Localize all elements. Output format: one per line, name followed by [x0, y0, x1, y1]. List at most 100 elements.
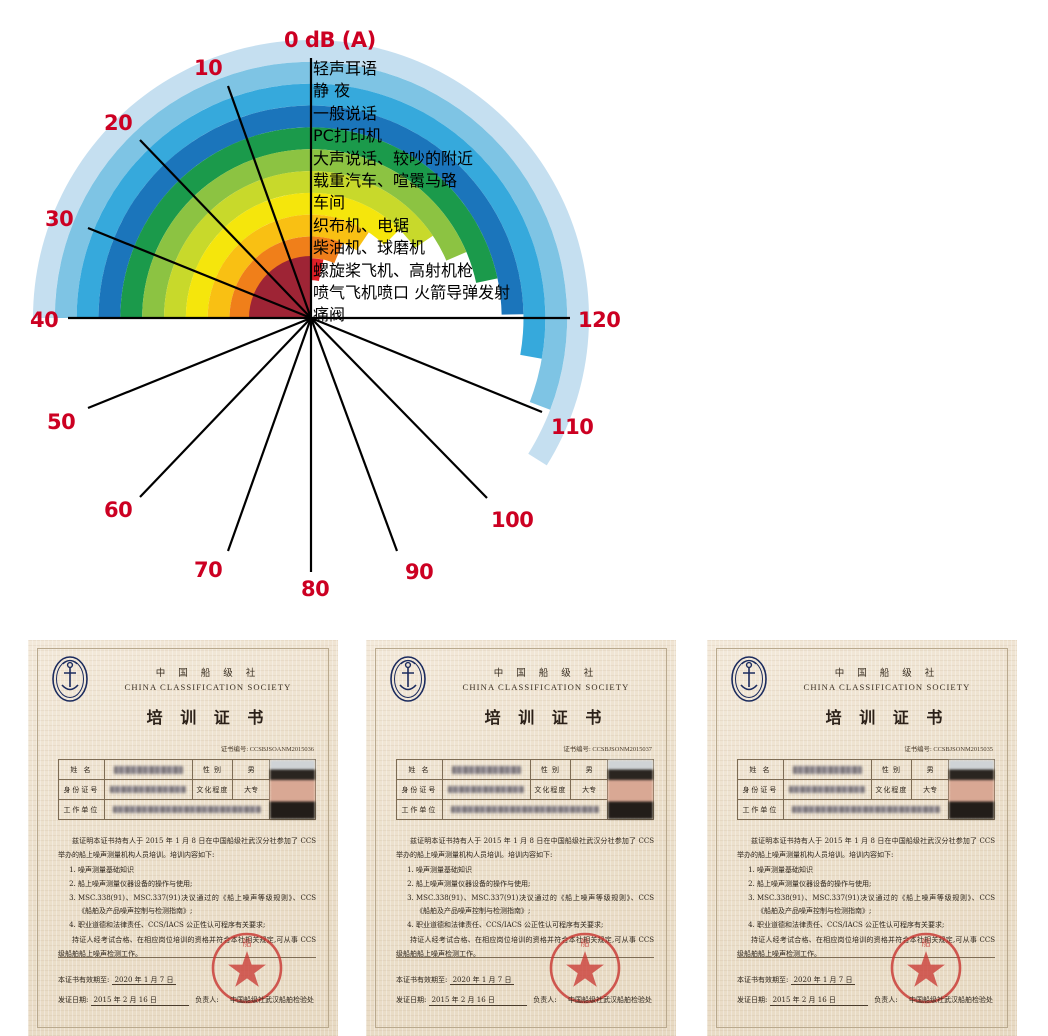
- list-item: PC打印机: [313, 126, 382, 146]
- unit-label: 工作单位: [737, 799, 784, 820]
- ccs-emblem-icon: [731, 656, 767, 702]
- certificate-number: 证书编号: CCSBJSONM2015035: [904, 746, 993, 753]
- tick-spoke-group: [68, 58, 570, 572]
- certificate-footer: 本证书有效期至: 2020 年 1 月 7 日 发证日期: 2015 年 2 月…: [396, 965, 654, 1006]
- certificate-info-table: 姓 名 性 别 男 身份证号 文化程度 大专 工作单位: [737, 759, 995, 820]
- name-label: 姓 名: [737, 759, 784, 780]
- official-seal-stamp-icon: 船: [549, 932, 621, 1004]
- tick-label-50: 50: [47, 410, 76, 434]
- body-intro: 兹证明本证书持有人于 2015 年 1 月 8 日在中国船级社武汉分社参加了 C…: [396, 837, 654, 859]
- education-value: 大专: [232, 779, 271, 800]
- education-label: 文化程度: [191, 779, 234, 800]
- validity-value: 2020 年 1 月 7 日: [790, 976, 856, 985]
- tick-spoke: [226, 317, 313, 552]
- certificate-info-table: 姓 名 性 别 男 身份证号 文化程度 大专 工作单位: [396, 759, 654, 820]
- list-item: 船上噪声测量仪器设备的操作与使用;: [78, 878, 316, 892]
- validity-label: 本证书有效期至:: [396, 976, 448, 984]
- table-row: 姓 名 性 别 男: [737, 759, 995, 820]
- tick-label-60: 60: [104, 498, 133, 522]
- redacted-id: [110, 786, 187, 793]
- tick-label-70: 70: [194, 558, 223, 582]
- certificate-border: 中 国 船 级 社 CHINA CLASSIFICATION SOCIETY 培…: [37, 648, 329, 1028]
- table-row: 姓 名 性 别 男: [58, 759, 316, 820]
- table-row: 身份证号 文化程度 大专: [396, 779, 654, 800]
- certificate-card[interactable]: 中 国 船 级 社 CHINA CLASSIFICATION SOCIETY 培…: [366, 640, 676, 1036]
- noise-chart-svg: [33, 40, 589, 572]
- list-item: 船上噪声测量仪器设备的操作与使用;: [757, 878, 995, 892]
- redacted-name: [792, 765, 862, 774]
- tick-spoke: [310, 316, 543, 414]
- certificate-gallery: 中 国 船 级 社 CHINA CLASSIFICATION SOCIETY 培…: [0, 640, 1048, 1036]
- issue-value: 2015 年 2 月 16 日: [769, 995, 868, 1006]
- education-label: 文化程度: [529, 779, 572, 800]
- noise-band: [185, 192, 400, 318]
- org-name-cn: 中 国 船 级 社: [834, 668, 940, 679]
- education-value: 大专: [911, 779, 950, 800]
- list-item: 大声说话、较吵的附近: [313, 148, 474, 168]
- redacted-unit: [113, 806, 261, 813]
- certificate-card[interactable]: 中 国 船 级 社 CHINA CLASSIFICATION SOCIETY 培…: [28, 640, 338, 1036]
- table-row: 身份证号 文化程度 大专: [737, 779, 995, 800]
- unit-value: [782, 799, 950, 820]
- noise-legend-list: 轻声耳语 静 夜 一般说话 PC打印机 大声说话、较吵的附近 载重汽车、喧嚣马路…: [313, 58, 543, 327]
- issue-label: 发证日期:: [737, 996, 768, 1004]
- signer-label: 负责人:: [195, 996, 219, 1004]
- tick-label-80: 80: [301, 577, 330, 601]
- redacted-id: [789, 786, 866, 793]
- svg-text:船: 船: [580, 937, 589, 948]
- issue-line: 发证日期: 2015 年 2 月 16 日 负责人:: [58, 995, 316, 1006]
- tick-label-30: 30: [45, 207, 74, 231]
- gender-label: 性 别: [191, 759, 234, 780]
- divider: [737, 957, 995, 958]
- list-item: 喷气飞机喷口 火箭导弹发射: [313, 282, 511, 302]
- portrait-photo: [270, 760, 315, 819]
- list-item: MSC.338(91)、MSC.337(91)决议通过的《船上噪声等级规则》、C…: [757, 892, 995, 919]
- issuer-organization: 中国船级社武汉船舶检验处: [568, 996, 652, 1004]
- body-intro: 兹证明本证书持有人于 2015 年 1 月 8 日在中国船级社武汉分社参加了 C…: [737, 837, 995, 859]
- certificate-number: 证书编号: CCSBJSONM2015037: [563, 746, 652, 753]
- svg-text:船: 船: [242, 937, 251, 948]
- tick-spoke: [139, 317, 312, 498]
- tick-spoke: [87, 226, 312, 320]
- unit-value: [103, 799, 271, 820]
- tick-label-90: 90: [405, 560, 434, 584]
- photo-cell: [607, 759, 654, 820]
- id-label: 身份证号: [737, 779, 784, 800]
- table-row: 工作单位: [58, 799, 316, 820]
- tick-label-20: 20: [104, 111, 133, 135]
- tick-spoke: [87, 316, 312, 410]
- issue-line: 发证日期: 2015 年 2 月 16 日 负责人:: [737, 995, 995, 1006]
- validity-value: 2020 年 1 月 7 日: [449, 976, 515, 985]
- name-label: 姓 名: [396, 759, 443, 780]
- certificate-info-table: 姓 名 性 别 男 身份证号 文化程度 大专 工作单位: [58, 759, 316, 820]
- training-content-list: 噪声测量基础知识 船上噪声测量仪器设备的操作与使用; MSC.338(91)、M…: [58, 864, 316, 932]
- certificate-title: 培 训 证 书: [825, 708, 949, 727]
- certificate-card[interactable]: 中 国 船 级 社 CHINA CLASSIFICATION SOCIETY 培…: [707, 640, 1017, 1036]
- tick-spoke: [226, 85, 313, 319]
- signer-label: 负责人:: [533, 996, 557, 1004]
- certificate-border: 中 国 船 级 社 CHINA CLASSIFICATION SOCIETY 培…: [375, 648, 667, 1028]
- issue-value: 2015 年 2 月 16 日: [428, 995, 527, 1006]
- body-outro: 持证人经考试合格、在相应岗位培训的资格并符合本社相关规定,可从事 CCS 级船舶…: [58, 936, 316, 959]
- issuer-organization: 中国船级社武汉船舶检验处: [230, 996, 314, 1004]
- photo-cell: [269, 759, 316, 820]
- list-item: 螺旋桨飞机、高射机枪: [313, 260, 474, 280]
- validity-label: 本证书有效期至:: [58, 976, 110, 984]
- tick-spoke: [139, 139, 312, 319]
- education-label: 文化程度: [870, 779, 913, 800]
- validity-label: 本证书有效期至:: [737, 976, 789, 984]
- redacted-unit: [451, 806, 599, 813]
- tick-label-110: 110: [551, 415, 594, 439]
- body-intro: 兹证明本证书持有人于 2015 年 1 月 8 日在中国船级社武汉分社参加了 C…: [58, 837, 316, 859]
- training-content-list: 噪声测量基础知识 船上噪声测量仪器设备的操作与使用; MSC.338(91)、M…: [396, 864, 654, 932]
- tick-spoke: [309, 317, 399, 552]
- redacted-name: [451, 765, 521, 774]
- certificate-header: 中 国 船 级 社 CHINA CLASSIFICATION SOCIETY 培…: [98, 665, 318, 728]
- validity-line: 本证书有效期至: 2020 年 1 月 7 日: [396, 975, 654, 985]
- tick-label-100: 100: [491, 508, 534, 532]
- portrait-photo: [949, 760, 994, 819]
- gender-label: 性 别: [529, 759, 572, 780]
- certificate-body: 兹证明本证书持有人于 2015 年 1 月 8 日在中国船级社武汉分社参加了 C…: [737, 835, 995, 962]
- list-item: 载重汽车、喧嚣马路: [313, 170, 458, 190]
- list-item: 轻声耳语: [313, 59, 378, 78]
